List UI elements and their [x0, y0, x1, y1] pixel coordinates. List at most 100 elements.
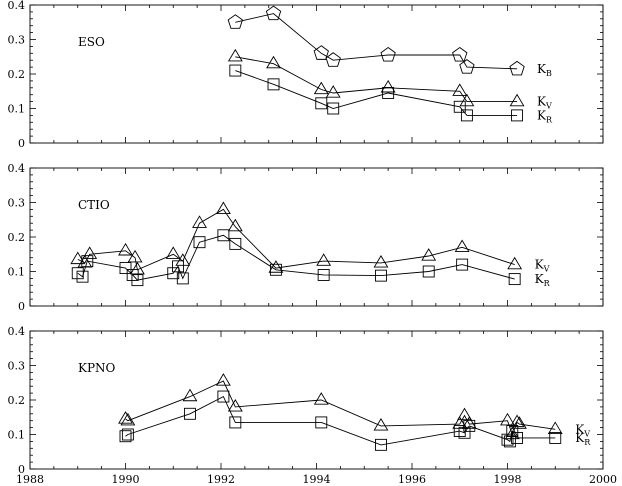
pentagon-marker [452, 46, 468, 62]
series-label-sub: V [545, 102, 552, 111]
square-marker [184, 407, 196, 420]
series-label-main: K [537, 108, 547, 122]
triangle-marker [227, 48, 243, 62]
square-marker [172, 260, 184, 273]
pentagon-marker [509, 60, 525, 76]
square-marker [327, 102, 340, 115]
square-marker [217, 229, 230, 242]
square-marker [506, 425, 519, 437]
square-marker [71, 267, 84, 280]
pentagon-marker [380, 46, 396, 62]
square-marker [453, 100, 466, 113]
square-marker [193, 236, 206, 249]
square-marker [501, 433, 514, 446]
triangle-marker [509, 414, 525, 428]
square-marker [382, 87, 395, 99]
triangle-marker [268, 260, 284, 273]
x-tick-label: 1992 [207, 473, 235, 486]
x-tick-label: 1998 [494, 473, 522, 486]
square-marker [463, 419, 476, 432]
triangle-marker [457, 407, 472, 421]
square-marker [511, 109, 523, 122]
square-marker [176, 272, 189, 285]
series-label-main: K [575, 431, 585, 445]
square-marker [422, 265, 435, 278]
series-label: KR [537, 108, 553, 124]
triangle-marker [421, 248, 437, 261]
y-tick-label: 0.3 [8, 360, 26, 373]
series-label-sub: R [584, 438, 591, 447]
plot-frame [29, 4, 604, 144]
triangle-marker [511, 416, 527, 429]
triangle-marker [459, 93, 475, 107]
series-label: KR [575, 431, 591, 447]
square-marker [119, 262, 132, 274]
y-tick-label: 0.4 [8, 162, 26, 175]
square-marker [511, 432, 523, 444]
y-tick-label: 0.1 [8, 266, 26, 279]
square-marker [375, 269, 387, 282]
square-marker [315, 416, 328, 429]
series-line [125, 395, 556, 446]
triangle-marker [452, 416, 468, 429]
triangle-marker [175, 253, 191, 266]
square-marker [375, 438, 387, 451]
triangle-marker [227, 399, 243, 412]
series-label: KB [537, 62, 552, 78]
series-k-v: KV [227, 48, 552, 111]
triangle-marker [547, 421, 563, 434]
series-label-sub: V [583, 429, 590, 438]
plot-frame [29, 167, 604, 307]
triangle-marker [215, 201, 231, 215]
y-tick-label: 0.2 [8, 68, 26, 81]
x-tick-label: 1988 [16, 473, 44, 486]
triangle-marker [325, 85, 341, 98]
series-label-main: K [575, 422, 585, 436]
triangle-marker [380, 79, 396, 93]
series-label-main: K [535, 258, 545, 272]
triangle-marker [227, 218, 243, 232]
triangle-marker [82, 246, 98, 259]
series-line [235, 70, 518, 116]
triangle-marker [316, 253, 332, 266]
triangle-marker [313, 81, 329, 95]
y-tick-label: 0.3 [8, 197, 26, 210]
square-marker [76, 270, 89, 283]
square-marker [119, 430, 132, 443]
series-k-r: KR [71, 229, 551, 288]
y-tick-label: 0 [18, 463, 25, 476]
pentagon-marker [313, 45, 329, 60]
square-marker [549, 432, 562, 444]
triangle-marker [192, 215, 207, 228]
series-line [235, 13, 518, 70]
series-label-sub: R [546, 115, 553, 124]
series-label: KV [537, 95, 552, 111]
triangle-marker [165, 246, 181, 259]
pentagon-marker [459, 59, 475, 74]
series-label-main: K [537, 62, 547, 76]
triangle-marker [452, 83, 468, 96]
square-marker [267, 78, 280, 91]
square-marker [315, 97, 328, 110]
y-tick-label: 0.1 [8, 103, 26, 116]
triangle-marker [500, 412, 515, 426]
square-marker [458, 426, 471, 439]
triangle-marker [70, 251, 86, 265]
series-k-v: KV [70, 201, 550, 275]
square-marker [456, 258, 469, 271]
y-tick-label: 0.4 [8, 0, 26, 12]
triangle-marker [509, 93, 525, 107]
series-label-sub: R [544, 279, 551, 288]
square-marker [508, 273, 521, 286]
pentagon-marker [227, 14, 243, 29]
series-label: KV [575, 422, 590, 438]
panel-label-ctio: CTIO [78, 198, 110, 212]
series-line [77, 208, 515, 271]
x-tick-label: 1996 [398, 473, 426, 486]
triangle-marker [373, 417, 389, 431]
series-line [77, 234, 515, 281]
square-marker [229, 64, 242, 77]
triangle-marker [461, 416, 477, 429]
square-marker [217, 390, 230, 403]
